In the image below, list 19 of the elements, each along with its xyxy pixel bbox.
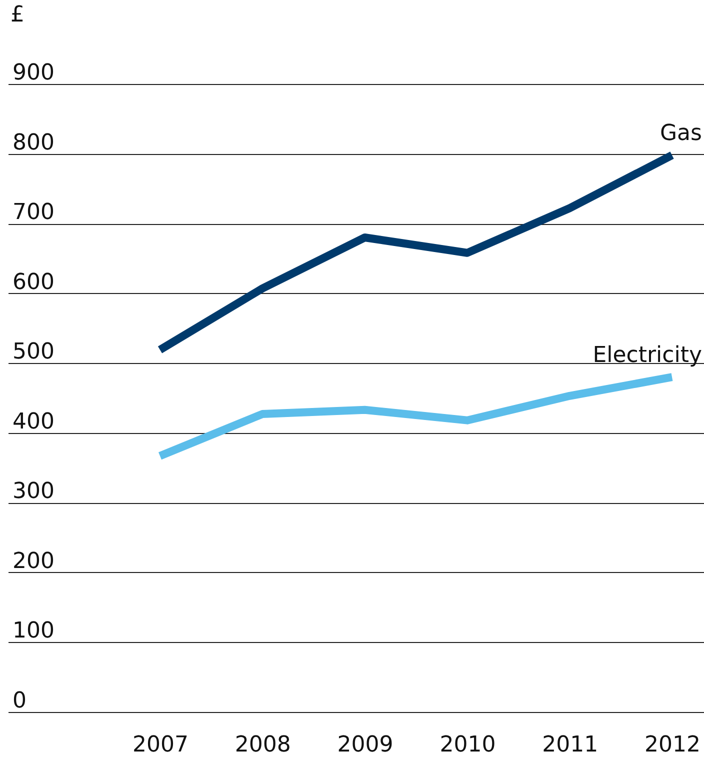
- y-tick-label: 500: [12, 340, 54, 365]
- y-tick-label: 200: [12, 548, 54, 574]
- y-tick-label: 400: [12, 409, 54, 434]
- x-tick-label: 2012: [644, 732, 700, 758]
- series-label: Electricity: [592, 343, 702, 368]
- x-tick-label: 2011: [542, 732, 598, 758]
- x-tick-label: 2010: [440, 732, 496, 758]
- y-axis-title: £: [10, 2, 24, 28]
- x-tick-label: 2008: [234, 732, 291, 758]
- y-tick-label: 900: [12, 60, 54, 86]
- x-tick-label: 2009: [337, 732, 394, 758]
- y-tick-label: 100: [12, 618, 54, 644]
- y-tick-label: 800: [12, 130, 54, 156]
- y-tick-label: 0: [12, 688, 26, 714]
- y-tick-label: 700: [12, 200, 54, 226]
- series-label: Gas: [660, 121, 702, 146]
- x-tick-label: 2007: [132, 732, 188, 758]
- y-tick-label: 300: [12, 479, 54, 504]
- y-tick-label: 600: [12, 270, 54, 295]
